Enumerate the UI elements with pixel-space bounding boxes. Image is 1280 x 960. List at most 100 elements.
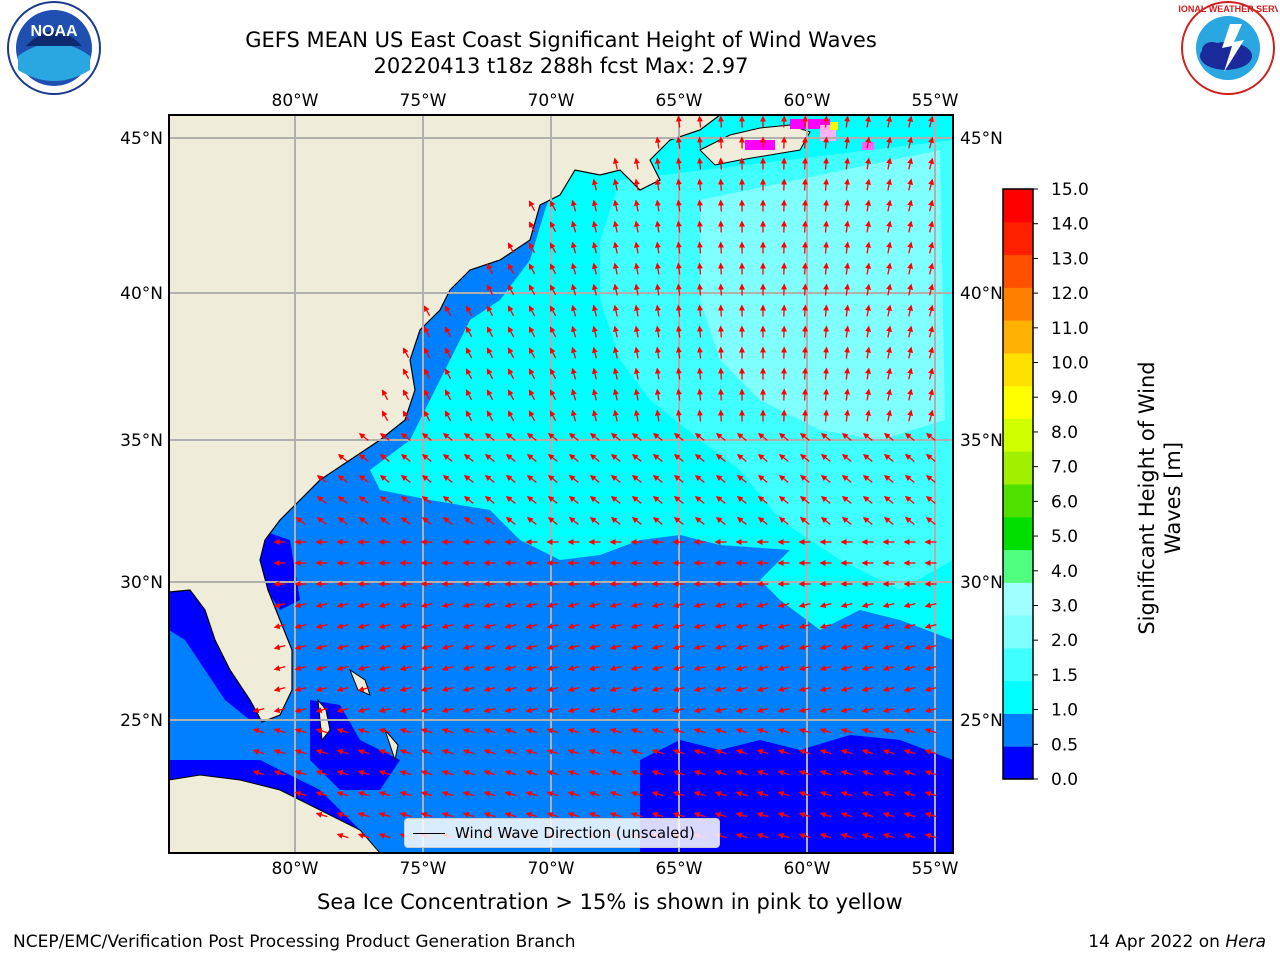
wind-wave-arrow — [672, 602, 685, 609]
wind-wave-arrow — [886, 157, 893, 170]
wind-wave-arrow — [819, 832, 832, 839]
wind-wave-arrow — [549, 410, 557, 422]
wind-wave-arrow — [507, 347, 515, 359]
wind-wave-arrow — [420, 811, 433, 818]
noaa-logo-icon: NOAA — [7, 1, 101, 95]
wind-wave-arrow — [420, 665, 433, 672]
wind-wave-arrow — [420, 686, 433, 693]
wind-wave-arrow — [570, 346, 577, 359]
wind-wave-arrow — [886, 199, 893, 212]
wind-wave-arrow — [630, 665, 643, 672]
wind-wave-arrow — [549, 284, 557, 296]
wind-wave-arrow — [379, 474, 390, 483]
wind-wave-arrow — [928, 325, 935, 338]
wind-wave-arrow — [630, 811, 643, 818]
wind-wave-arrow — [886, 262, 893, 275]
wind-wave-arrow — [486, 326, 494, 338]
wind-wave-arrow — [673, 474, 684, 483]
wind-wave-arrow — [400, 453, 411, 462]
wind-wave-arrow — [672, 665, 685, 672]
wind-wave-arrow — [865, 199, 872, 212]
wind-wave-arrow — [696, 157, 703, 170]
wind-wave-arrow — [381, 410, 389, 422]
lat-label-right: 25°N — [960, 711, 1003, 731]
wind-wave-arrow — [399, 727, 412, 734]
wind-wave-arrow — [694, 474, 705, 483]
wind-wave-arrow — [756, 832, 769, 839]
wind-wave-arrow — [735, 811, 748, 818]
wind-wave-arrow — [714, 748, 727, 755]
colorbar-segment — [1003, 582, 1033, 616]
wind-wave-arrow — [841, 474, 852, 483]
wind-wave-arrow — [654, 262, 661, 275]
wind-wave-arrow — [442, 516, 453, 525]
wind-wave-arrow — [441, 811, 454, 818]
wind-wave-arrow — [819, 707, 832, 714]
wind-wave-arrow — [484, 474, 495, 483]
lon-label-bottom: 80°W — [272, 859, 319, 879]
wind-wave-arrow — [528, 200, 536, 212]
wind-wave-arrow — [505, 432, 516, 441]
wind-wave-arrow — [865, 367, 872, 380]
wind-wave-arrow — [861, 790, 874, 797]
wind-wave-arrow — [675, 367, 682, 380]
wind-wave-arrow — [882, 707, 895, 714]
wind-wave-arrow — [612, 346, 619, 359]
wind-wave-arrow — [441, 644, 454, 651]
wind-wave-arrow — [865, 304, 872, 317]
wind-wave-arrow — [612, 199, 619, 212]
wind-wave-arrow — [823, 409, 830, 422]
wind-wave-arrow — [504, 686, 517, 693]
wind-wave-arrow — [252, 707, 265, 714]
wind-wave-arrow — [675, 220, 682, 233]
wind-wave-arrow — [886, 283, 893, 296]
wind-wave-arrow — [423, 410, 431, 422]
wind-wave-arrow — [631, 474, 642, 483]
colorbar-segment — [1003, 680, 1033, 714]
wind-wave-arrow — [735, 748, 748, 755]
wind-wave-arrow — [696, 199, 703, 212]
colorbar-tick-label: 1.5 — [1051, 666, 1078, 686]
wind-wave-arrow — [693, 769, 706, 776]
wind-wave-arrow — [358, 495, 369, 504]
wind-wave-arrow — [840, 769, 853, 776]
wind-wave-arrow — [904, 474, 915, 483]
wind-wave-arrow — [423, 347, 431, 359]
wind-wave-arrow — [654, 325, 661, 338]
wind-wave-arrow — [316, 516, 327, 525]
wind-wave-arrow — [570, 304, 577, 317]
wind-wave-arrow — [654, 283, 661, 296]
wind-wave-arrow — [441, 602, 454, 609]
wave-region-bahamas — [310, 700, 400, 790]
wind-wave-arrow — [588, 644, 601, 651]
wind-wave-arrow — [421, 453, 432, 462]
wind-wave-arrow — [588, 811, 601, 818]
wind-wave-arrow — [633, 388, 640, 401]
wind-wave-arrow — [483, 811, 496, 818]
wind-wave-arrow — [484, 495, 495, 504]
wind-wave-arrow — [399, 790, 412, 797]
wind-wave-arrow — [756, 727, 769, 734]
colorbar-tick-label: 1.0 — [1051, 701, 1078, 721]
wind-wave-arrow — [862, 474, 873, 483]
wind-wave-arrow — [570, 262, 577, 275]
wind-wave-arrow — [907, 199, 914, 212]
wind-wave-arrow — [757, 474, 768, 483]
wind-wave-arrow — [294, 790, 307, 797]
wind-wave-arrow — [799, 432, 810, 441]
map-area — [169, 115, 953, 853]
wind-wave-arrow — [924, 644, 937, 651]
wind-wave-arrow — [865, 262, 872, 275]
wind-wave-arrow — [823, 283, 830, 296]
wind-wave-arrow — [862, 432, 873, 441]
wind-wave-arrow — [399, 811, 412, 818]
wind-wave-arrow — [819, 811, 832, 818]
wind-wave-arrow — [484, 516, 495, 525]
wind-wave-arrow — [528, 263, 536, 275]
wind-wave-arrow — [696, 241, 703, 254]
wind-wave-arrow — [336, 811, 349, 818]
wind-wave-arrow — [525, 665, 538, 672]
wind-wave-arrow — [778, 516, 789, 525]
wind-wave-arrow — [357, 686, 370, 693]
wind-wave-arrow — [654, 388, 661, 401]
